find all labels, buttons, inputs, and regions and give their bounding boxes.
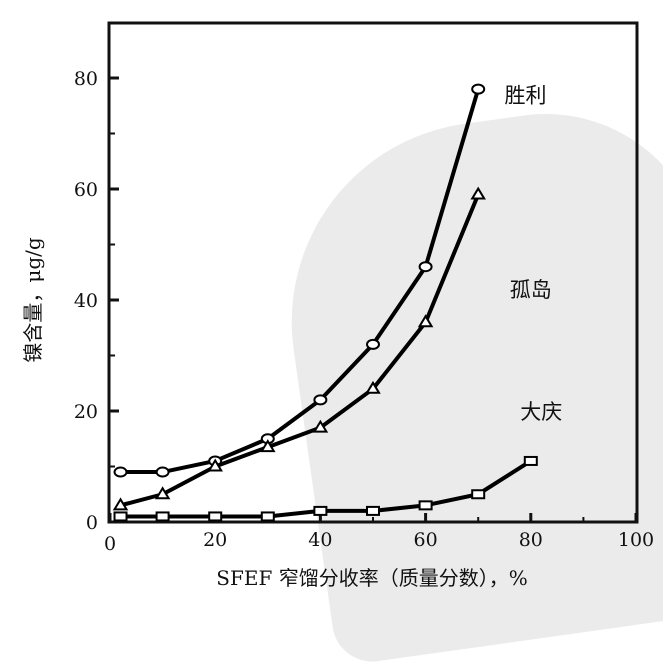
circle-marker — [471, 83, 486, 95]
triangle-marker — [365, 380, 381, 394]
triangle-marker — [154, 486, 171, 500]
series-label-triangle: 孤岛 — [510, 278, 552, 302]
y-tick-label: 80 — [74, 68, 98, 90]
series-label-square: 大庆 — [520, 400, 562, 424]
y-tick-label: 20 — [74, 401, 98, 423]
triangle-marker — [417, 314, 434, 328]
y-tick-label: 40 — [74, 290, 98, 312]
x-tick-label: 20 — [203, 529, 227, 551]
circle-marker — [418, 261, 433, 273]
series-line-circle — [120, 88, 481, 475]
square-marker — [471, 489, 486, 500]
square-marker — [418, 500, 433, 511]
square-marker — [208, 511, 223, 522]
square-marker — [523, 455, 538, 466]
x-tick-label: 0 — [104, 533, 116, 555]
series-label-circle: 胜利 — [505, 84, 547, 108]
plot-border — [107, 21, 639, 524]
series-group — [112, 83, 538, 522]
triangle-marker — [312, 419, 329, 433]
square-marker — [113, 511, 128, 522]
y-tick-label: 60 — [74, 179, 98, 201]
square-marker — [155, 511, 170, 522]
y-tick-label: 0 — [86, 512, 98, 534]
circle-marker — [366, 338, 380, 350]
square-marker — [366, 505, 380, 516]
x-tick-label: 100 — [618, 529, 654, 551]
x-tick-label: 80 — [519, 529, 543, 551]
triangle-marker — [112, 497, 129, 511]
series-line-triangle — [120, 193, 481, 508]
circle-marker — [113, 466, 128, 478]
triangle-marker — [470, 186, 486, 200]
x-tick-label: 60 — [414, 529, 438, 551]
axis-ticks: 20 40 60 80 100 00 20 40 60 80 — [74, 68, 654, 555]
circle-marker — [155, 466, 170, 478]
y-axis-title: 镍含量，μg/g — [21, 237, 45, 363]
triangle-marker — [260, 439, 276, 453]
plot-frame — [107, 21, 639, 524]
circle-marker — [313, 394, 328, 406]
square-marker — [260, 511, 275, 522]
x-axis-title: SFEF 窄馏分收率（质量分数），% — [216, 566, 527, 590]
x-tick-label: 40 — [308, 529, 332, 551]
square-marker — [313, 505, 328, 516]
triangle-marker — [207, 458, 223, 472]
